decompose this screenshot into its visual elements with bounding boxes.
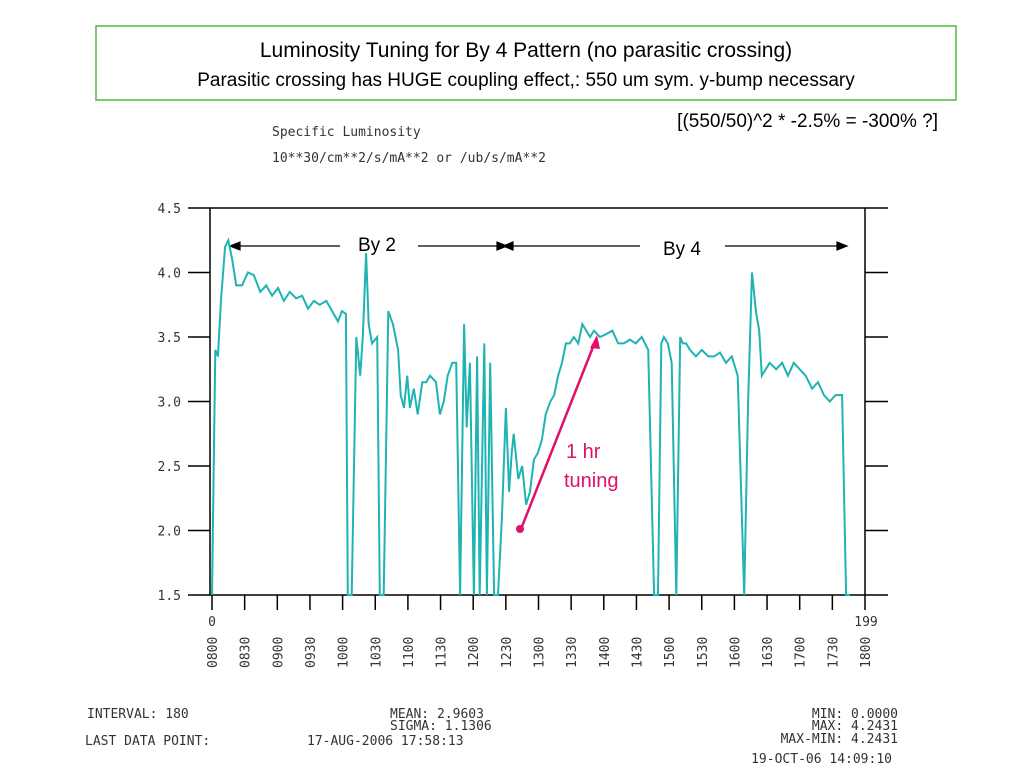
data-line (211, 237, 850, 596)
x-tick-label: 1400 (598, 637, 613, 668)
x-tick-label: 1100 (402, 637, 417, 668)
title: Luminosity Tuning for By 4 Pattern (no p… (260, 39, 792, 62)
by2-label: By 2 (358, 235, 396, 256)
stat: SIGMA: 1.1306 (390, 719, 492, 734)
tuning-label: 1 hr (566, 441, 601, 463)
x-tick-label: 1030 (369, 637, 384, 668)
formula: [(550/50)^2 * -2.5% = -300% ?] (677, 111, 938, 132)
x-tick-label: 1130 (435, 637, 450, 668)
stat: 17-AUG-2006 17:58:13 (307, 734, 464, 749)
y-tick-label: 2.0 (158, 525, 181, 540)
x-tick-label: 1730 (826, 637, 841, 668)
x-tick-label: 0800 (206, 637, 221, 668)
y-tick-label: 2.5 (158, 460, 181, 475)
x-tick-label: 1600 (728, 637, 743, 668)
stats: INTERVAL: 180 MEAN: 2.9603 SIGMA: 1.1306… (85, 707, 898, 767)
stat: LAST DATA POINT: (85, 734, 210, 749)
y-tick-label: 3.0 (158, 396, 181, 411)
x-tick-label: 1530 (696, 637, 711, 668)
tuning-arrow (519, 341, 597, 530)
units: 10**30/cm**2/s/mA**2 or /ub/s/mA**2 (272, 151, 546, 166)
stat: 19-OCT-06 14:09:10 (751, 752, 892, 767)
stat: MAX-MIN: 4.2431 (781, 732, 898, 747)
y-tick-label: 4.0 (158, 267, 181, 282)
range-arrows (228, 241, 849, 251)
x-tick-label: 1000 (337, 637, 352, 668)
x-tick-label: 0930 (304, 637, 319, 668)
stat: MAX: 4.2431 (812, 719, 898, 734)
start-index: 0 (208, 615, 216, 630)
plot-frame (209, 207, 866, 596)
x-tick-label: 1700 (794, 637, 809, 668)
x-tick-label: 1300 (533, 637, 548, 668)
tuning-label: tuning (564, 470, 619, 492)
x-tick-label: 1330 (565, 637, 580, 668)
x-tick-label: 1500 (663, 637, 678, 668)
x-tick-label: 1630 (761, 637, 776, 668)
x-tick-label: 0900 (271, 637, 286, 668)
tuning-start (516, 525, 524, 533)
end-index: 199 (854, 615, 877, 630)
x-tick-label: 1230 (500, 637, 515, 668)
y-tick-label: 1.5 (158, 589, 181, 604)
x-tick-label: 0830 (239, 637, 254, 668)
title-box (95, 25, 957, 101)
stat: MIN: 0.0000 (812, 707, 898, 722)
stat: INTERVAL: 180 (87, 707, 189, 722)
x-tick-label: 1200 (467, 637, 482, 668)
y-tick-label: 4.5 (158, 202, 181, 217)
y-tick-label: 3.5 (158, 331, 181, 346)
stat: MEAN: 2.9603 (390, 707, 484, 722)
tuning-arrowhead (590, 335, 600, 349)
x-tick-label: 1430 (630, 637, 645, 668)
x-tick-label: 1800 (859, 637, 874, 668)
by4-label: By 4 (663, 239, 701, 260)
subtitle: Parasitic crossing has HUGE coupling eff… (197, 70, 855, 91)
plot-title: Specific Luminosity (272, 125, 421, 140)
